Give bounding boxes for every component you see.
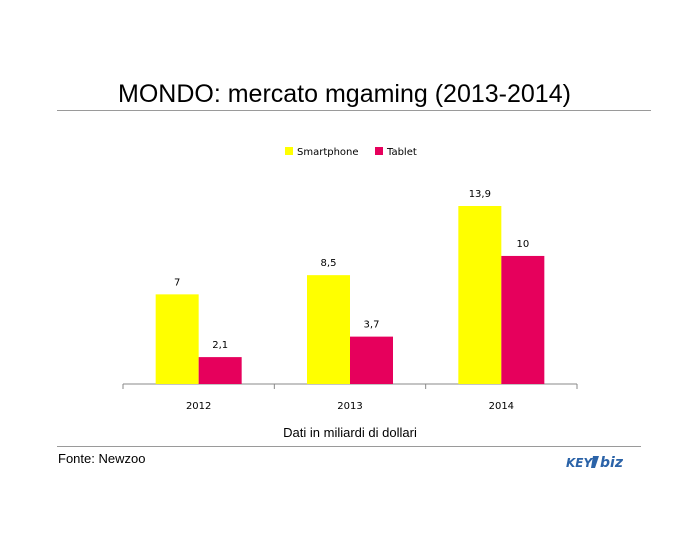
data-label-tablet-2014: 10 <box>516 239 529 250</box>
source-text: Fonte: Newzoo <box>58 451 146 466</box>
units-note: Dati in miliardi di dollari <box>283 425 417 440</box>
bar-smartphone-2014 <box>458 206 502 384</box>
x-tick-label-2013: 2013 <box>337 401 362 412</box>
legend-swatch-smartphone <box>285 147 293 155</box>
data-label-smartphone-2013: 8,5 <box>321 258 337 269</box>
data-label-tablet-2013: 3,7 <box>364 320 380 331</box>
key4biz-logo: KEY biz <box>566 455 624 471</box>
title-divider <box>57 110 651 111</box>
x-tick-label-2014: 2014 <box>489 401 514 412</box>
bar-tablet-2012 <box>198 357 242 384</box>
data-label-smartphone-2012: 7 <box>174 277 180 288</box>
chart-title: MONDO: mercato mgaming (2013-2014) <box>118 80 571 108</box>
bar-smartphone-2012 <box>155 294 199 384</box>
svg-text:biz: biz <box>600 455 624 471</box>
data-label-tablet-2012: 2,1 <box>212 340 228 351</box>
data-label-smartphone-2014: 13,9 <box>469 189 491 200</box>
bar-smartphone-2013 <box>307 275 350 384</box>
x-tick-label-2012: 2012 <box>186 401 211 412</box>
footer-divider <box>57 446 641 447</box>
legend-swatch-tablet <box>375 147 383 155</box>
bar-tablet-2014 <box>501 255 545 384</box>
legend-label-tablet: Tablet <box>386 147 417 158</box>
bar-tablet-2013 <box>350 336 393 384</box>
legend-label-smartphone: Smartphone <box>297 147 359 158</box>
bar-chart: 7 2,1 2012 8,5 3,7 2013 13,9 10 2014 Smartphone Ta… <box>122 147 578 412</box>
svg-text:KEY: KEY <box>566 456 593 470</box>
